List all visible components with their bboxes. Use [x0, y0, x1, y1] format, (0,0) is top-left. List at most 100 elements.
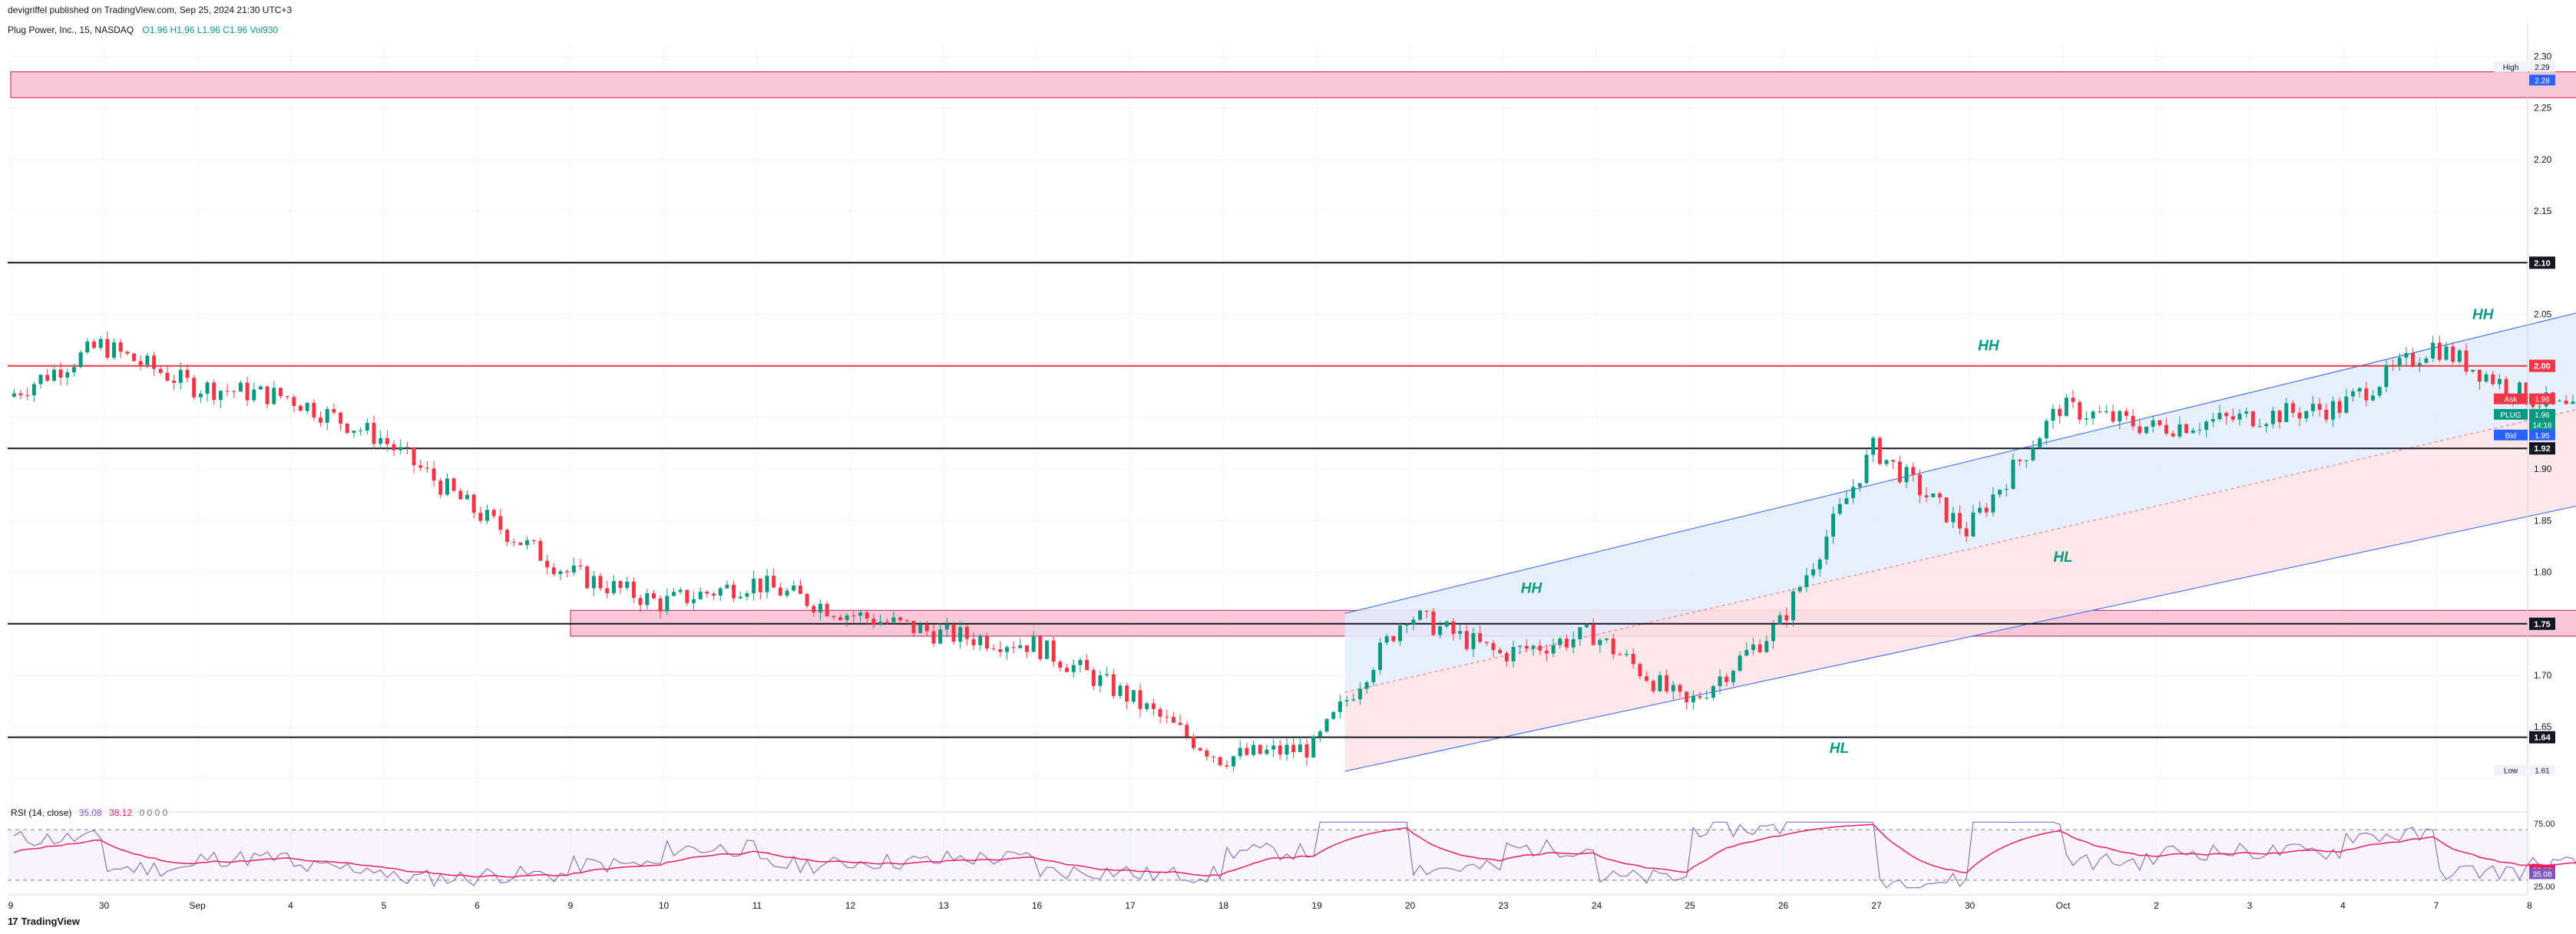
candle-body	[2524, 382, 2528, 404]
axis-tag-value: 1.95	[2535, 432, 2550, 441]
main-rising-channel-lower-line[interactable]	[1344, 273, 2576, 772]
swing-label-hh[interactable]: HH	[1521, 580, 1543, 596]
candle-body	[2044, 421, 2049, 439]
rsi-ma-line	[14, 823, 2576, 878]
candle-body	[725, 584, 729, 589]
axis-tag-value-bg	[2529, 429, 2555, 441]
candle-body	[1078, 659, 1083, 665]
candle-body	[158, 368, 163, 373]
candle-body	[685, 589, 689, 603]
rsi-legend[interactable]: RSI (14, close) 35.08 38.12 0 0 0 0	[11, 807, 167, 818]
candle-body	[365, 423, 369, 431]
time-tick-label: 24	[1592, 900, 1602, 911]
rsi-tick-label: 25.00	[2534, 883, 2555, 892]
candle-body	[2377, 387, 2382, 396]
candle-body	[1438, 626, 1443, 635]
tradingview-logo[interactable]: 17 TradingView	[8, 916, 80, 927]
time-tick-label: 23	[1498, 900, 1509, 911]
candle-body	[2211, 419, 2215, 422]
candle-body	[2104, 411, 2108, 413]
candle-body	[2564, 401, 2568, 404]
candle-body	[2031, 448, 2035, 460]
time-tick-label: 20	[1405, 900, 1416, 911]
candle-body	[698, 591, 703, 599]
candle-body	[1645, 676, 1649, 682]
candle-body	[1811, 569, 1816, 576]
candle-body	[525, 540, 530, 546]
swing-label-hh[interactable]: HH	[1978, 338, 2000, 355]
candle-body	[51, 369, 56, 381]
axis-tag-value: 14:16	[2532, 421, 2551, 430]
axis-tag-value: 1.96	[2535, 411, 2550, 420]
candle-body	[145, 355, 150, 365]
candle-body	[692, 599, 696, 603]
candle-body	[1118, 685, 1123, 696]
candle-body	[672, 592, 676, 596]
candle-body	[1718, 676, 1722, 687]
candle-body	[1018, 645, 1023, 649]
candle-body	[571, 565, 576, 573]
candle-body	[1984, 507, 1989, 513]
candle-body	[1205, 750, 1209, 757]
candle-body	[1285, 744, 1289, 755]
symbol-name[interactable]: Plug Power, Inc., 15, NASDAQ	[8, 25, 134, 35]
axis-tag-value-bg	[2529, 61, 2555, 72]
candle-body	[598, 576, 603, 589]
candle-body	[518, 542, 523, 546]
rsi-ma-value: 38.12	[109, 807, 133, 818]
candle-body	[1831, 513, 1836, 537]
zone-top-resistance[interactable]	[10, 71, 2576, 98]
candle-body	[1305, 744, 1309, 757]
candle-body	[1771, 624, 1775, 642]
candle-body	[1671, 685, 1675, 691]
candle-body	[1551, 645, 1556, 654]
candle-body	[865, 612, 869, 619]
candle-body	[1578, 627, 1582, 639]
candle-body	[2244, 411, 2249, 414]
swing-label-hl[interactable]: HL	[2053, 550, 2072, 566]
main-rising-channel-upper-fill	[1344, 313, 2576, 693]
candle-body	[1045, 640, 1050, 659]
candle-body	[1391, 635, 1396, 642]
candle-body	[1291, 744, 1296, 753]
candle-body	[2284, 403, 2289, 422]
candle-body	[491, 510, 496, 517]
candle-body	[258, 386, 263, 390]
candle-body	[1851, 487, 1856, 499]
candle-body	[1638, 664, 1642, 677]
candle-body	[1471, 633, 1476, 649]
candle-body	[858, 612, 863, 616]
candle-body	[232, 391, 236, 392]
candle-body	[825, 603, 829, 616]
time-tick-label: 12	[845, 900, 856, 911]
candle-body	[1791, 591, 1796, 621]
swing-label-hl[interactable]: HL	[1830, 741, 1849, 757]
candle-body	[1685, 691, 1689, 703]
candle-body	[319, 417, 323, 423]
main-rising-channel-upper-line[interactable]	[1344, 49, 2576, 614]
candle-body	[292, 397, 296, 406]
swing-label-hh[interactable]: HH	[2472, 307, 2495, 323]
axis-tag-plug	[2494, 408, 2528, 420]
candle-body	[425, 467, 429, 469]
candle-body	[1764, 641, 1769, 652]
candle-body	[1185, 724, 1189, 737]
candle-body	[112, 342, 117, 358]
candle-body	[392, 444, 396, 450]
candle-body	[1298, 744, 1302, 753]
candle-body	[2250, 411, 2255, 427]
candle-body	[625, 581, 630, 589]
candle-body	[1111, 674, 1116, 696]
candle-body	[2257, 426, 2262, 427]
candle-body	[451, 478, 456, 491]
candle-body	[2138, 426, 2142, 434]
candle-body	[1245, 748, 1249, 755]
time-tick-label: 9	[8, 900, 14, 911]
axis-tag-value: 1.61	[2535, 767, 2550, 776]
symbol-line[interactable]: Plug Power, Inc., 15, NASDAQ O1.96 H1.96…	[8, 25, 278, 35]
level-tag-text: 1.64	[2534, 734, 2551, 743]
candle-body	[2224, 413, 2229, 417]
candle-body	[1384, 635, 1389, 643]
candle-body	[1611, 639, 1615, 655]
